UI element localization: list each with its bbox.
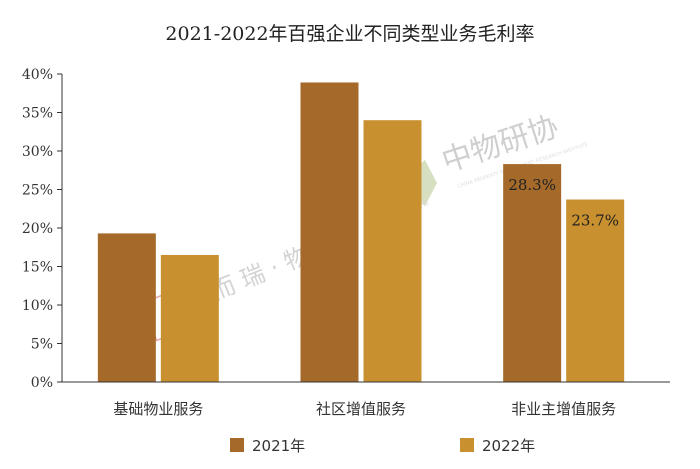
y-tick-label: 25%	[22, 183, 53, 199]
chart-title: 2021-2022年百强企业不同类型业务毛利率	[165, 23, 534, 45]
x-category-label: 社区增值服务	[316, 400, 406, 418]
y-axis-ticks: 0% 5% 10% 15% 20% 25% 30% 35% 40%	[22, 67, 62, 391]
bar-0-1	[300, 82, 359, 382]
x-category-label: 非业主增值服务	[511, 400, 616, 418]
y-tick-label: 35%	[22, 106, 53, 122]
bars	[97, 82, 625, 382]
legend: 2021年 2022年	[230, 437, 535, 455]
y-tick-label: 15%	[22, 260, 53, 276]
y-tick-label: 5%	[31, 337, 53, 353]
legend-swatch-1	[460, 438, 474, 452]
x-category-label: 基础物业服务	[113, 400, 203, 418]
bar-0-2	[503, 164, 562, 382]
bar-1-2	[566, 199, 625, 382]
y-tick-label: 30%	[22, 144, 53, 160]
y-tick-label: 10%	[22, 298, 53, 314]
data-labels: 28.3% 23.7%	[508, 176, 619, 229]
bar-1-0	[160, 254, 219, 382]
y-tick-label: 40%	[22, 67, 53, 83]
bar-0-0	[97, 233, 156, 382]
legend-swatch-0	[230, 438, 244, 452]
legend-label-0: 2021年	[252, 437, 305, 455]
legend-label-1: 2022年	[482, 437, 535, 455]
bar-1-1	[363, 120, 422, 382]
x-axis-categories: 基础物业服务 社区增值服务 非业主增值服务	[113, 400, 616, 418]
y-tick-label: 0%	[31, 375, 53, 391]
data-label: 23.7%	[571, 212, 619, 230]
y-tick-label: 20%	[22, 221, 53, 237]
data-label: 28.3%	[508, 176, 556, 194]
